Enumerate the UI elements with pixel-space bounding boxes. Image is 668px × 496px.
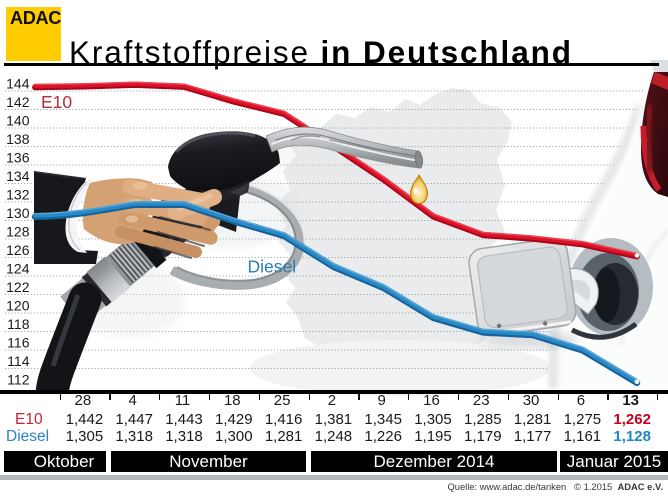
svg-text:134: 134 <box>6 168 30 184</box>
svg-text:128: 128 <box>6 224 30 240</box>
svg-text:112: 112 <box>7 372 30 388</box>
svg-text:132: 132 <box>6 187 30 203</box>
svg-text:116: 116 <box>7 335 30 351</box>
svg-text:Diesel: Diesel <box>248 257 297 277</box>
svg-text:142: 142 <box>6 94 30 110</box>
svg-text:E10: E10 <box>41 92 72 112</box>
svg-text:122: 122 <box>6 279 30 295</box>
svg-text:138: 138 <box>6 131 30 147</box>
svg-text:120: 120 <box>6 298 30 314</box>
svg-text:140: 140 <box>6 113 30 129</box>
svg-text:126: 126 <box>6 242 30 258</box>
svg-text:124: 124 <box>6 261 30 277</box>
svg-text:136: 136 <box>6 150 30 166</box>
svg-text:114: 114 <box>7 353 30 369</box>
svg-text:130: 130 <box>6 205 30 221</box>
svg-text:144: 144 <box>6 76 30 92</box>
svg-text:118: 118 <box>7 316 30 332</box>
